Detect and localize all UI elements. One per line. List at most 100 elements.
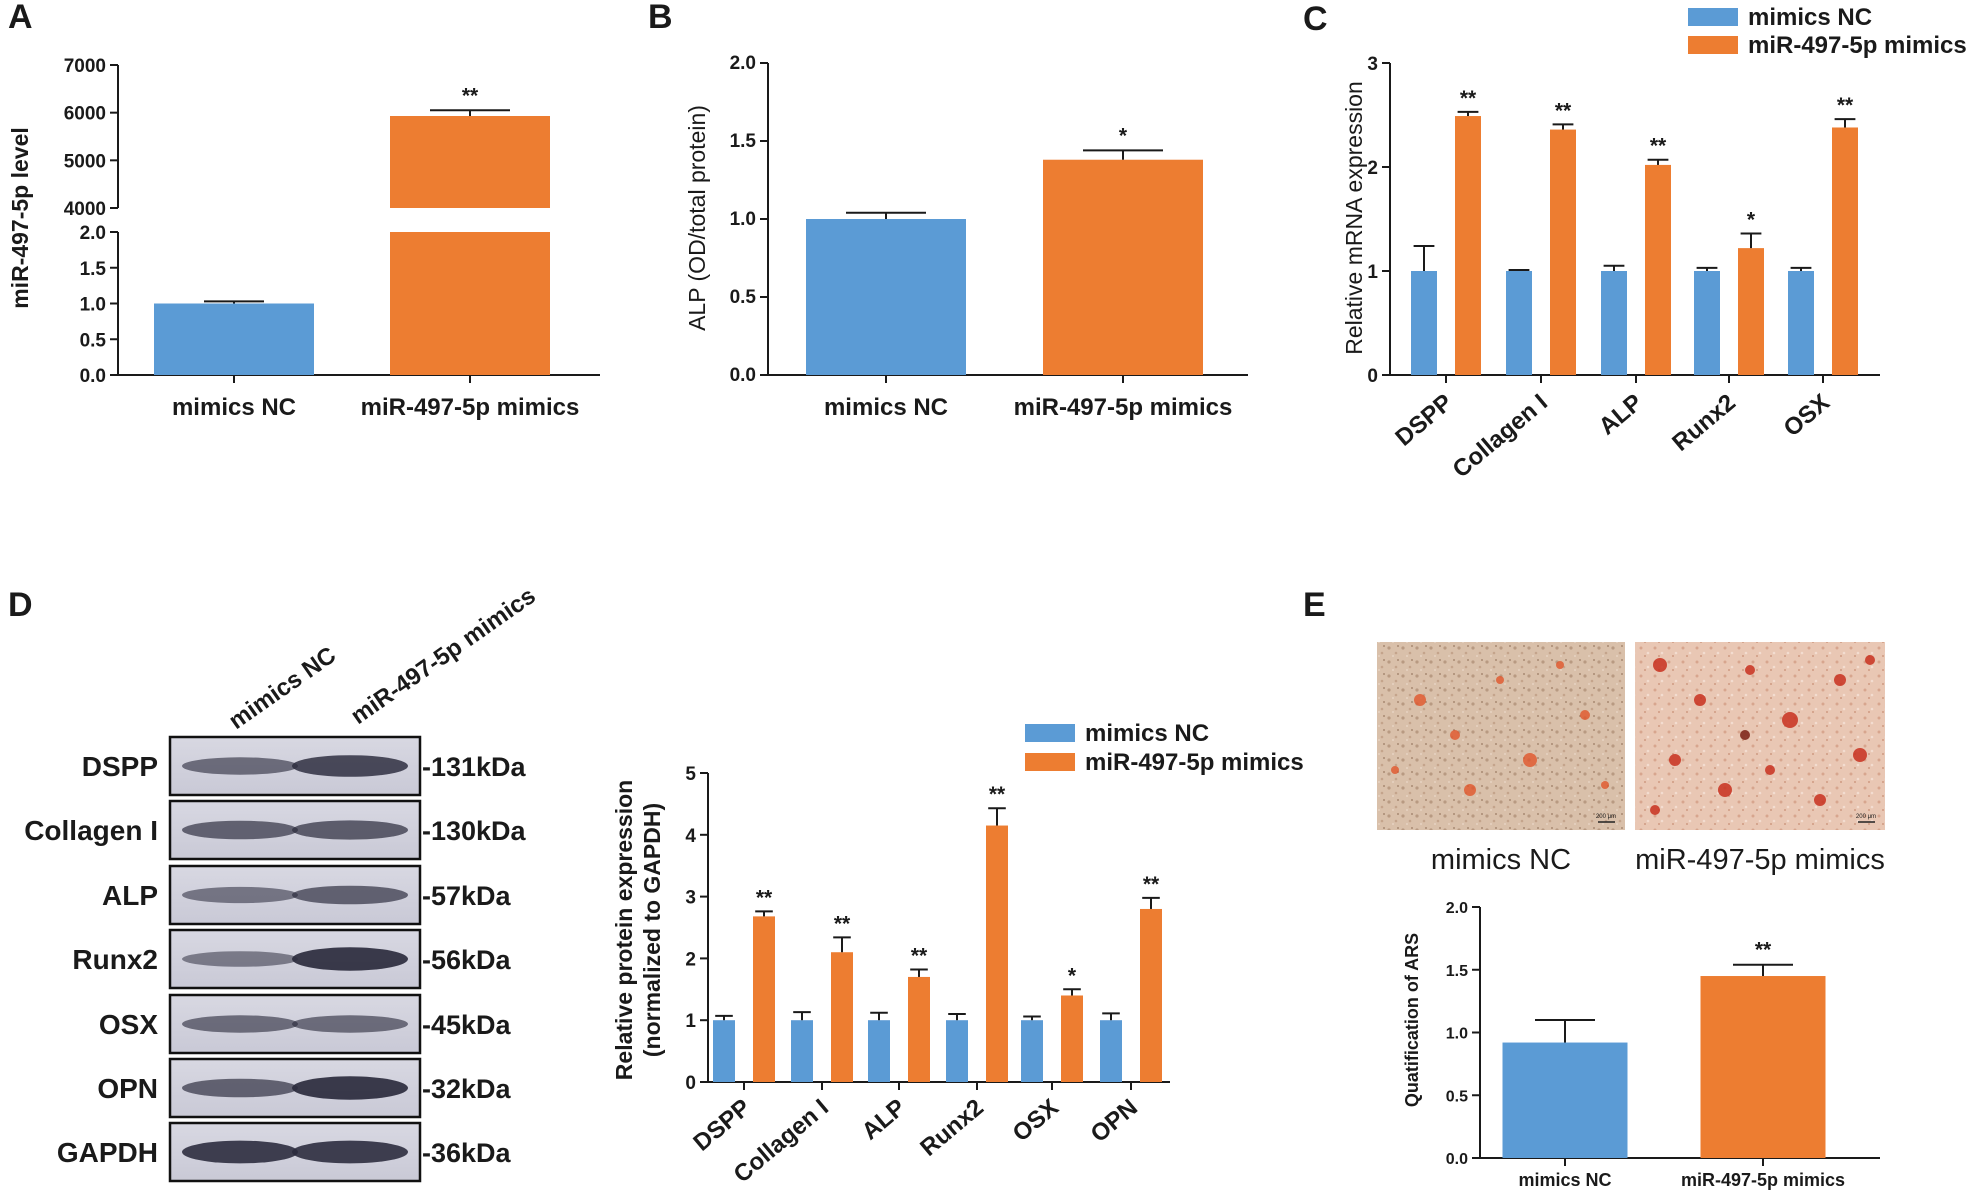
legend-d-swatch-nc bbox=[1025, 724, 1075, 742]
chart-e: Quatification of ARS 0.0 0.5 1.0 1.5 2.0 ** mi… bbox=[1402, 900, 1880, 1190]
chart-a-ytick-label: 7000 bbox=[64, 56, 106, 77]
chart-a-bar-mimic-upper bbox=[390, 116, 550, 208]
chart-a-ytick-label: 0.5 bbox=[80, 330, 107, 351]
chart-a-ytick-label: 1.5 bbox=[80, 259, 107, 280]
chart-d-sig-label: ** bbox=[834, 912, 851, 935]
chart-c-ytick-label: 0 bbox=[1367, 366, 1378, 387]
chart-a-ylabel: miR-497-5p level bbox=[7, 127, 33, 309]
chart-b-sig-label: * bbox=[1119, 124, 1128, 147]
chart-e-ytick-label: 0.5 bbox=[1446, 1088, 1468, 1105]
blot-protein-label: Collagen I bbox=[24, 815, 158, 846]
blot-band bbox=[182, 1078, 298, 1098]
blot-size-label: -36kDa bbox=[422, 1138, 512, 1168]
blot-protein-label: OSX bbox=[99, 1009, 158, 1040]
chart-c-sig-label: ** bbox=[1650, 135, 1667, 158]
ars-image-label-mimic: miR-497-5p mimics bbox=[1635, 844, 1885, 876]
blot-band bbox=[292, 1015, 408, 1033]
chart-b-xtick-label: mimics NC bbox=[824, 394, 948, 421]
chart-c-bar-mimic bbox=[1550, 129, 1576, 375]
legend-d-swatch-mimic bbox=[1025, 753, 1075, 771]
chart-c-bar-nc bbox=[1601, 271, 1627, 375]
blot-size-label: -131kDa bbox=[422, 752, 527, 782]
legend-d-label-nc: mimics NC bbox=[1085, 720, 1209, 747]
blot-band bbox=[292, 947, 408, 971]
legend-swatch-nc bbox=[1688, 8, 1738, 26]
chart-b-bar-mimic bbox=[1043, 159, 1203, 375]
blot-protein-label: OPN bbox=[97, 1073, 158, 1104]
blot-size-label: -45kDa bbox=[422, 1010, 512, 1040]
chart-e-xtick-label: mimics NC bbox=[1518, 1170, 1611, 1190]
chart-c-legend: mimics NC miR-497-5p mimics bbox=[1688, 4, 1967, 59]
chart-c-xtick-label: Collagen I bbox=[1448, 389, 1553, 483]
scale-label-mimic: 200 μm bbox=[1856, 814, 1876, 820]
chart-e-ytick-label: 2.0 bbox=[1446, 900, 1468, 917]
chart-a-ytick-label: 1.0 bbox=[80, 295, 106, 316]
chart-d-ytick-label: 1 bbox=[685, 1011, 696, 1032]
blot-lane-label-mimic: miR-497-5p mimics bbox=[346, 582, 541, 730]
blot-band bbox=[182, 757, 298, 775]
chart-d-ytick-label: 2 bbox=[685, 949, 696, 970]
blot-size-label: -56kDa bbox=[422, 945, 512, 975]
chart-c-bar-mimic bbox=[1645, 164, 1671, 375]
chart-d-bar-mimic bbox=[753, 916, 775, 1082]
chart-c: Relative mRNA expression mimics NC miR-4… bbox=[1341, 4, 1967, 483]
chart-d-bar-nc bbox=[791, 1020, 813, 1082]
chart-e-xtick-label: miR-497-5p mimics bbox=[1681, 1170, 1845, 1190]
chart-a-ytick-label: 6000 bbox=[64, 104, 106, 125]
blot-band bbox=[182, 886, 298, 904]
chart-d-sig-label: ** bbox=[1143, 873, 1160, 896]
chart-d-xtick-label: Runx2 bbox=[915, 1094, 989, 1162]
ars-micrographs: 200 μm 200 μm mimics NC miR-497-5p mimic… bbox=[1377, 642, 1885, 876]
blot-band bbox=[182, 820, 298, 840]
chart-b-ylabel: ALP (OD/total protein) bbox=[684, 105, 710, 331]
ars-image-label-nc: mimics NC bbox=[1431, 844, 1571, 876]
blot-protein-label: DSPP bbox=[82, 751, 158, 782]
chart-b-ytick-label: 1.0 bbox=[730, 209, 756, 230]
chart-d-bar-mimic bbox=[1061, 995, 1083, 1082]
chart-d-xtick-label: OPN bbox=[1086, 1094, 1143, 1148]
chart-a-bar-mimic-lower bbox=[390, 232, 550, 375]
chart-c-ytick-label: 2 bbox=[1367, 158, 1378, 179]
ars-image-mimic bbox=[1635, 642, 1885, 830]
chart-c-bar-nc bbox=[1694, 271, 1720, 375]
chart-c-bar-nc bbox=[1788, 271, 1814, 375]
chart-d-bar-nc bbox=[868, 1020, 890, 1082]
chart-c-xtick-label: Runx2 bbox=[1667, 389, 1741, 457]
panel-letter-b: B bbox=[648, 0, 673, 36]
chart-d-legend: mimics NC miR-497-5p mimics bbox=[1025, 720, 1304, 776]
chart-c-sig-label: ** bbox=[1555, 99, 1572, 122]
chart-d-bar-nc bbox=[1100, 1020, 1122, 1082]
chart-b: ALP (OD/total protein) 0.0 0.5 1.0 1.5 2.0 * m… bbox=[684, 53, 1248, 421]
legend-label-mimic: miR-497-5p mimics bbox=[1748, 32, 1967, 59]
chart-c-xtick-label: ALP bbox=[1594, 389, 1648, 441]
chart-a: miR-497-5p level 0.0 0.5 1.0 1.5 2.0 4000 5000… bbox=[7, 56, 600, 421]
chart-a-ytick-label: 0.0 bbox=[80, 366, 106, 387]
chart-e-ytick-label: 1.0 bbox=[1446, 1026, 1468, 1043]
chart-d-bar-nc bbox=[713, 1020, 735, 1082]
blot-band bbox=[292, 1140, 408, 1164]
chart-e-ylabel: Quatification of ARS bbox=[1402, 933, 1422, 1107]
chart-c-xtick-label: DSPP bbox=[1390, 389, 1457, 452]
chart-c-sig-label: * bbox=[1747, 209, 1756, 232]
blot-band bbox=[182, 951, 298, 967]
chart-d-sig-label: * bbox=[1068, 964, 1077, 987]
chart-c-ytick-label: 1 bbox=[1367, 262, 1378, 283]
chart-c-bar-mimic bbox=[1832, 127, 1858, 375]
chart-b-ytick-label: 0.5 bbox=[730, 287, 757, 308]
ars-nc-nodules bbox=[1391, 661, 1609, 796]
blot-size-label: -32kDa bbox=[422, 1074, 512, 1104]
ars-mimic-nodules bbox=[1650, 655, 1875, 815]
blot-protein-label: Runx2 bbox=[72, 944, 158, 975]
chart-b-ytick-label: 0.0 bbox=[730, 365, 756, 386]
chart-a-xtick-label: mimics NC bbox=[172, 394, 296, 421]
chart-d-bar-mimic bbox=[986, 825, 1008, 1082]
chart-d-ytick-label: 4 bbox=[685, 826, 696, 847]
chart-b-xtick-label: miR-497-5p mimics bbox=[1014, 394, 1233, 421]
chart-a-sig-label: ** bbox=[462, 84, 479, 107]
ars-image-nc bbox=[1377, 642, 1625, 830]
chart-d-ytick-label: 3 bbox=[685, 888, 696, 909]
chart-e-bar-mimic bbox=[1700, 976, 1826, 1158]
chart-c-bar-nc bbox=[1411, 271, 1437, 375]
chart-a-ytick-label: 5000 bbox=[64, 151, 106, 172]
legend-d-label-mimic: miR-497-5p mimics bbox=[1085, 749, 1304, 776]
